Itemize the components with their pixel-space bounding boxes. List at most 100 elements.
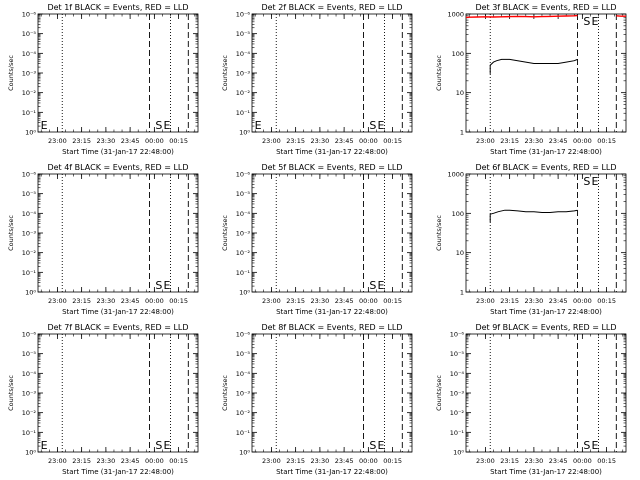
plot-frame	[465, 13, 627, 133]
x-tick-label: 00:00	[573, 297, 592, 305]
y-axis-label: Counts/sec	[7, 375, 15, 411]
panel-7: Det 7f BLACK = Events, RED = LLD Counts/s…	[7, 323, 199, 476]
events-series-line	[489, 209, 578, 223]
y-tick-label: 10⁰	[25, 129, 36, 137]
marker-e: E	[591, 15, 598, 28]
x-tick-label: 23:15	[72, 137, 91, 145]
x-tick-label: 23:30	[97, 137, 116, 145]
x-tick-label: 00:00	[573, 137, 592, 145]
y-axis-label: Counts/sec	[221, 55, 229, 91]
y-tick-label: 10⁻²	[450, 409, 465, 417]
panel-title: Det 1f BLACK = Events, RED = LLD	[47, 3, 188, 12]
y-tick-label: 10⁻³	[22, 230, 37, 238]
x-tick-label: 00:00	[359, 137, 378, 145]
y-tick-label: 10	[456, 89, 464, 97]
x-tick-label: 23:45	[549, 137, 568, 145]
y-tick-label: 10⁻²	[236, 409, 251, 417]
x-tick-label: 23:15	[500, 137, 519, 145]
marker-e: E	[163, 119, 170, 132]
x-axis-label: Start Time (31-Jan-17 22:48:00)	[276, 468, 388, 476]
x-tick-label: 00:15	[597, 297, 616, 305]
x-tick-label: 00:00	[359, 297, 378, 305]
y-tick-label: 10⁻¹	[236, 269, 251, 277]
marker-e: E	[591, 439, 598, 452]
x-axis-label: Start Time (31-Jan-17 22:48:00)	[62, 308, 174, 316]
x-tick-label: 00:15	[169, 297, 188, 305]
x-tick-label: 23:30	[525, 457, 544, 465]
x-tick-label: 00:00	[359, 457, 378, 465]
x-tick-label: 23:00	[48, 297, 67, 305]
y-tick-label: 10⁻²	[22, 249, 37, 257]
marker-e: E	[41, 439, 48, 452]
y-tick-label: 10⁻²	[236, 249, 251, 257]
marker-e: E	[377, 279, 384, 292]
x-tick-label: 00:15	[597, 137, 616, 145]
marker-e: E	[591, 175, 598, 188]
x-tick-label: 00:00	[145, 137, 164, 145]
plot-frame	[37, 173, 199, 293]
y-tick-label: 10⁻¹	[22, 109, 37, 117]
panel-3: Det 3f BLACK = Events, RED = LLD Counts/s…	[435, 3, 627, 156]
y-tick-label: 10⁻⁴	[22, 210, 37, 218]
marker-e: E	[255, 119, 262, 132]
x-axis-label: Start Time (31-Jan-17 22:48:00)	[62, 148, 174, 156]
panel-title: Det 8f BLACK = Events, RED = LLD	[261, 323, 402, 332]
marker-e: E	[41, 119, 48, 132]
y-tick-label: 10⁻⁶	[236, 331, 251, 339]
x-axis-label: Start Time (31-Jan-17 22:48:00)	[276, 308, 388, 316]
y-tick-label: 10⁻¹	[22, 269, 37, 277]
x-tick-label: 23:30	[311, 457, 330, 465]
y-tick-label: 10⁻³	[22, 390, 37, 398]
x-tick-label: 23:30	[311, 297, 330, 305]
x-tick-label: 23:45	[121, 297, 140, 305]
plot-frame	[251, 333, 413, 453]
y-tick-label: 10⁻⁶	[236, 11, 251, 19]
x-tick-label: 23:00	[476, 137, 495, 145]
y-axis-label: Counts/sec	[435, 375, 443, 411]
x-axis-label: Start Time (31-Jan-17 22:48:00)	[276, 148, 388, 156]
y-tick-label: 100	[452, 50, 464, 58]
marker-e: E	[163, 279, 170, 292]
plot-frame	[251, 173, 413, 293]
marker-s: S	[583, 175, 590, 188]
x-tick-label: 00:00	[145, 297, 164, 305]
y-axis-label: Counts/sec	[221, 215, 229, 251]
y-axis-label: Counts/sec	[7, 55, 15, 91]
x-tick-label: 23:45	[121, 137, 140, 145]
y-tick-label: 10⁻²	[22, 89, 37, 97]
x-tick-label: 23:30	[311, 137, 330, 145]
y-tick-label: 10⁻³	[450, 390, 465, 398]
x-tick-label: 23:45	[549, 297, 568, 305]
y-tick-label: 10⁻⁵	[236, 190, 251, 198]
x-tick-label: 00:00	[145, 457, 164, 465]
x-tick-label: 00:00	[573, 457, 592, 465]
x-tick-label: 23:45	[549, 457, 568, 465]
events-series-line	[489, 58, 578, 74]
x-tick-label: 23:15	[72, 457, 91, 465]
x-axis-label: Start Time (31-Jan-17 22:48:00)	[490, 468, 602, 476]
panel-title: Det 2f BLACK = Events, RED = LLD	[261, 3, 402, 12]
x-axis-label: Start Time (31-Jan-17 22:48:00)	[62, 468, 174, 476]
y-tick-label: 10⁻²	[22, 409, 37, 417]
marker-s: S	[369, 439, 376, 452]
x-tick-label: 23:15	[500, 457, 519, 465]
y-axis-label: Counts/sec	[435, 55, 443, 91]
plot-frame	[465, 333, 627, 453]
y-tick-label: 10⁰	[239, 289, 250, 297]
y-tick-label: 10⁻⁴	[22, 370, 37, 378]
plot-frame	[251, 13, 413, 133]
y-tick-label: 10⁻¹	[450, 429, 465, 437]
y-tick-label: 10⁻⁶	[22, 11, 37, 19]
x-tick-label: 23:15	[286, 137, 305, 145]
x-tick-label: 00:15	[383, 457, 402, 465]
y-tick-label: 10⁻⁴	[450, 370, 465, 378]
x-tick-label: 00:15	[597, 457, 616, 465]
y-tick-label: 10⁻¹	[236, 429, 251, 437]
x-tick-label: 23:00	[476, 457, 495, 465]
x-tick-label: 23:45	[335, 137, 354, 145]
y-axis-label: Counts/sec	[221, 375, 229, 411]
y-tick-label: 10⁻⁶	[22, 331, 37, 339]
marker-s: S	[369, 119, 376, 132]
y-tick-label: 1	[460, 129, 464, 137]
panel-2: Det 2f BLACK = Events, RED = LLD Counts/s…	[221, 3, 413, 156]
